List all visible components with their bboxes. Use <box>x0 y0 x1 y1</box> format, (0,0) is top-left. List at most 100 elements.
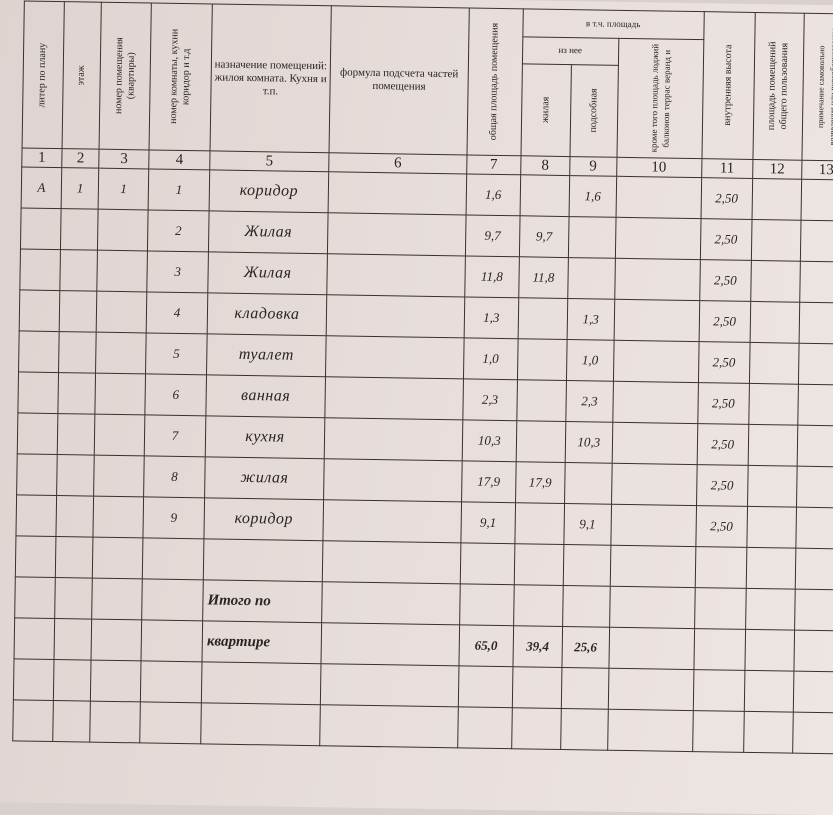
header-apartment: номер помещения (квартиры) <box>99 2 152 150</box>
balcony-area-cell <box>615 176 702 219</box>
empty-cell <box>90 660 142 702</box>
column-number: 8 <box>520 155 571 176</box>
liter-cell <box>17 412 58 455</box>
room-number-cell: 1 <box>148 168 210 211</box>
header-purpose: назначение помещений: жилоя комната. Кух… <box>210 3 332 153</box>
living-area-cell <box>517 297 568 340</box>
apartment-cell <box>96 291 147 333</box>
floor-cell: 1 <box>61 167 100 210</box>
empty-cell <box>141 578 204 621</box>
liter-cell <box>19 289 60 332</box>
note-cell <box>797 425 833 467</box>
liter-cell <box>18 330 60 373</box>
room-name-cell: кухня <box>205 415 325 459</box>
empty-cell <box>53 618 93 661</box>
apartment-cell <box>95 332 147 374</box>
column-number: 13 <box>801 160 833 180</box>
empty-cell <box>746 547 796 590</box>
living-area-cell <box>519 174 570 217</box>
empty-cell <box>14 617 55 660</box>
note-cell <box>795 507 833 549</box>
empty-cell <box>794 589 833 631</box>
empty-cell <box>140 660 203 703</box>
column-number: 4 <box>148 149 211 170</box>
common-area-cell <box>751 219 801 262</box>
auxiliary-area-cell <box>564 462 612 505</box>
room-name-cell: кладовка <box>207 292 327 336</box>
header-living: жилая <box>520 63 572 157</box>
living-area-cell <box>515 420 566 463</box>
common-area-cell <box>747 465 798 508</box>
room-name-cell: коридор <box>209 169 329 213</box>
auxiliary-area-cell: 9,1 <box>563 503 612 546</box>
empty-cell <box>607 668 694 711</box>
empty-cell <box>142 537 204 580</box>
total-area-cell: 9,1 <box>460 501 516 544</box>
empty-cell <box>609 586 695 629</box>
empty-cell <box>692 710 745 753</box>
header-of-which: из нее <box>522 36 619 66</box>
explication-table: литер по плану этаж номер помещения (ква… <box>12 0 833 754</box>
header-total-area: общая площадь помещения <box>466 7 523 156</box>
empty-cell <box>744 670 794 713</box>
empty-cell <box>792 712 833 754</box>
apartment-cell <box>97 209 149 251</box>
height-cell: 2,50 <box>697 382 750 425</box>
totals-label: Итого по <box>202 579 323 623</box>
liter-cell <box>20 207 62 250</box>
room-number-cell: 6 <box>144 373 207 416</box>
empty-cell <box>561 667 609 710</box>
balcony-area-cell <box>614 258 700 301</box>
formula-cell <box>327 171 467 215</box>
apartment-cell <box>93 496 144 538</box>
empty-cell <box>793 630 833 672</box>
total-area-cell: 10,3 <box>462 419 517 462</box>
height-cell: 2,50 <box>699 218 752 261</box>
floor-cell <box>59 249 98 292</box>
header-room-number: номер комнаты, кухни коридор и т.д <box>149 2 213 151</box>
empty-cell <box>53 659 92 702</box>
totals-living-area: 39,4 <box>512 625 563 668</box>
empty-cell <box>513 543 564 586</box>
column-number: 3 <box>99 149 150 169</box>
total-area-cell: 11,8 <box>464 255 520 298</box>
formula-cell <box>323 458 463 502</box>
apartment-cell <box>93 455 145 497</box>
room-name-cell: Жилая <box>207 251 328 295</box>
empty-cell <box>54 577 93 620</box>
liter-cell <box>15 494 57 537</box>
room-name-cell: жилая <box>204 456 325 500</box>
totals-auxiliary-area: 25,6 <box>561 626 610 669</box>
header-floor: этаж <box>61 1 102 150</box>
balcony-area-cell <box>612 340 699 383</box>
apartment-cell <box>94 414 145 456</box>
empty-cell <box>320 622 460 666</box>
floor-cell <box>59 290 98 333</box>
room-number-cell: 4 <box>146 291 208 334</box>
empty-cell <box>90 701 141 743</box>
floor-cell <box>57 413 96 456</box>
column-number: 1 <box>21 147 62 168</box>
common-area-cell <box>749 301 800 344</box>
room-number-cell: 7 <box>144 414 206 457</box>
header-common-area: площадь помещений общего пользования <box>752 12 805 161</box>
room-number-cell: 8 <box>143 455 206 498</box>
balcony-area-cell <box>610 504 697 547</box>
note-cell <box>800 179 833 221</box>
empty-cell <box>743 711 794 754</box>
empty-cell <box>52 700 91 743</box>
balcony-area-cell <box>614 217 701 260</box>
auxiliary-area-cell: 1,3 <box>567 298 615 341</box>
formula-cell <box>322 499 462 543</box>
empty-cell <box>459 583 514 626</box>
liter-cell: А <box>21 166 62 209</box>
common-area-cell <box>751 178 802 221</box>
auxiliary-area-cell: 10,3 <box>565 421 613 464</box>
empty-cell <box>319 704 459 748</box>
note-cell <box>800 220 833 262</box>
empty-cell <box>692 669 745 712</box>
empty-cell <box>562 585 610 628</box>
auxiliary-area-cell <box>567 257 615 300</box>
header-formula: формула подсчета частей помещения <box>328 5 470 155</box>
note-cell <box>798 302 833 344</box>
